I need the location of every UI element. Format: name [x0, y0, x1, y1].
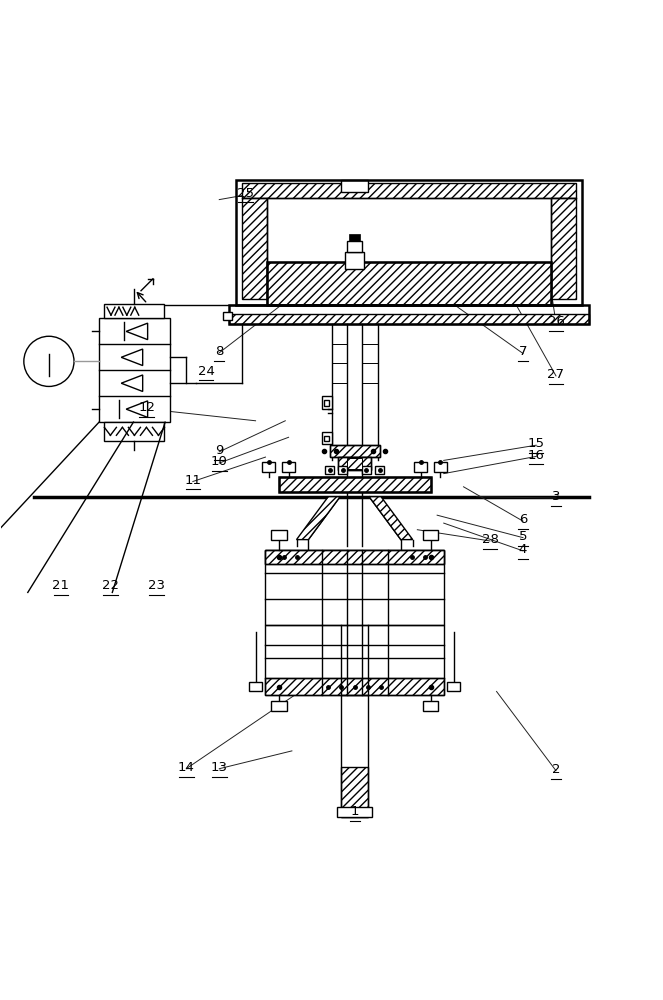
Text: 11: 11 [184, 474, 202, 487]
Text: 14: 14 [178, 761, 195, 774]
Text: 28: 28 [481, 533, 499, 546]
Bar [414, 462, 427, 472]
Bar [325, 466, 334, 474]
Bar [330, 445, 380, 457]
Polygon shape [369, 497, 412, 540]
Bar [422, 530, 438, 540]
Bar [338, 457, 371, 470]
Bar [322, 396, 332, 409]
Text: 15: 15 [528, 437, 545, 450]
Bar [104, 422, 164, 441]
Bar [265, 550, 444, 564]
Bar [249, 682, 262, 691]
Text: 9: 9 [215, 444, 223, 457]
Bar [330, 445, 380, 457]
Text: 2: 2 [552, 763, 560, 776]
Bar [243, 183, 575, 198]
Bar [99, 318, 170, 422]
Bar [324, 400, 329, 406]
Bar [267, 262, 551, 305]
Text: 3: 3 [552, 490, 560, 503]
Polygon shape [126, 401, 148, 417]
Bar [278, 477, 430, 492]
Text: 10: 10 [211, 455, 227, 468]
Bar [347, 458, 362, 469]
Polygon shape [126, 323, 148, 340]
Polygon shape [296, 497, 340, 540]
Text: 16: 16 [528, 449, 544, 462]
Bar [324, 436, 329, 441]
Bar [265, 550, 444, 564]
Bar [349, 234, 360, 241]
Text: 13: 13 [211, 761, 228, 774]
Bar [229, 305, 589, 324]
Bar [265, 550, 444, 625]
Text: 7: 7 [518, 345, 527, 358]
Text: 27: 27 [548, 368, 564, 381]
Bar [223, 312, 233, 320]
Bar [267, 262, 551, 305]
Bar [271, 530, 286, 540]
Text: 26: 26 [548, 315, 564, 328]
Bar [422, 701, 438, 711]
Bar [338, 466, 347, 474]
Bar [243, 198, 267, 299]
Bar [434, 462, 447, 472]
Text: 1: 1 [350, 805, 359, 818]
Bar [375, 466, 385, 474]
Bar [278, 477, 430, 492]
Bar [447, 682, 460, 691]
Bar [229, 314, 589, 324]
Bar [341, 180, 368, 192]
Text: 22: 22 [102, 579, 119, 592]
Text: 24: 24 [198, 365, 215, 378]
Bar [271, 701, 286, 711]
Bar [338, 457, 371, 470]
Bar [265, 678, 444, 695]
Bar [104, 304, 164, 318]
Text: 4: 4 [518, 543, 527, 556]
Polygon shape [121, 349, 143, 366]
Text: 25: 25 [237, 187, 254, 200]
Bar [282, 462, 295, 472]
Bar [341, 695, 368, 817]
Bar [362, 466, 371, 474]
Bar [337, 807, 373, 817]
Bar [341, 767, 368, 817]
Bar [347, 241, 362, 252]
Text: 12: 12 [138, 401, 155, 414]
Bar [262, 462, 275, 472]
Bar [236, 180, 582, 305]
Text: 8: 8 [215, 345, 223, 358]
Bar [345, 252, 364, 269]
Text: 6: 6 [518, 513, 527, 526]
Bar [551, 198, 575, 299]
Bar [265, 625, 444, 695]
Bar [322, 432, 332, 444]
Text: 23: 23 [148, 579, 165, 592]
Polygon shape [121, 375, 143, 391]
Text: 5: 5 [518, 530, 527, 543]
Text: 21: 21 [52, 579, 70, 592]
